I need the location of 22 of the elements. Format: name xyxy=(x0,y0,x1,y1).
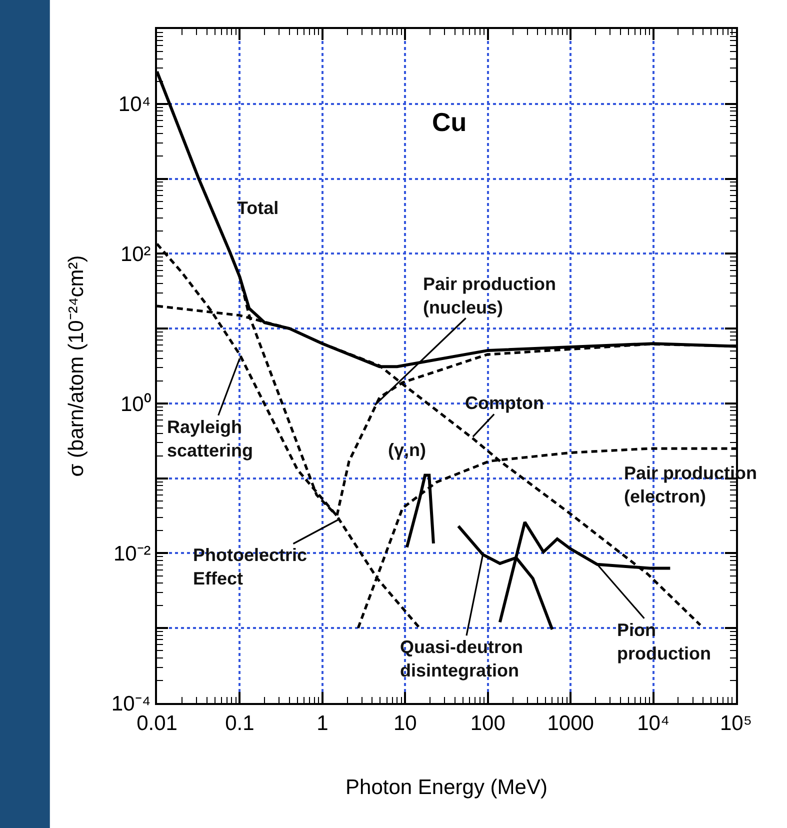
annotation: (γ,n) xyxy=(388,440,426,460)
x-tick-label: 1 xyxy=(316,712,328,736)
y-axis-title: σ (barn/atom (10⁻²⁴cm²) xyxy=(65,255,88,477)
annotation: Photoelectric Effect xyxy=(193,545,308,588)
annotation: Compton xyxy=(465,393,544,413)
y-tick-label: 10⁴ xyxy=(118,93,151,116)
x-tick-label: 10⁵ xyxy=(720,712,752,736)
annotation: Pair production (nucleus) xyxy=(423,274,556,318)
annotation: Pion production xyxy=(617,620,711,664)
x-tick-label: 100 xyxy=(470,712,506,736)
x-tick-label: 10 xyxy=(393,712,417,736)
x-tick-label: 0.1 xyxy=(225,712,254,736)
x-axis-title: Photon Energy (MeV) xyxy=(346,776,548,799)
y-tick-label: 10² xyxy=(120,243,151,266)
x-tick-label: 10⁴ xyxy=(637,712,670,736)
x-tick-label: 1000 xyxy=(547,712,594,736)
y-tick-label: 10⁻² xyxy=(113,542,151,566)
y-tick-label: 10⁰ xyxy=(120,392,151,416)
annotation: Quasi-deutron disintegration xyxy=(400,637,524,680)
text: Cu xyxy=(432,107,467,137)
annotation: Rayleigh scattering xyxy=(167,417,254,460)
annotation: Total xyxy=(237,198,279,218)
